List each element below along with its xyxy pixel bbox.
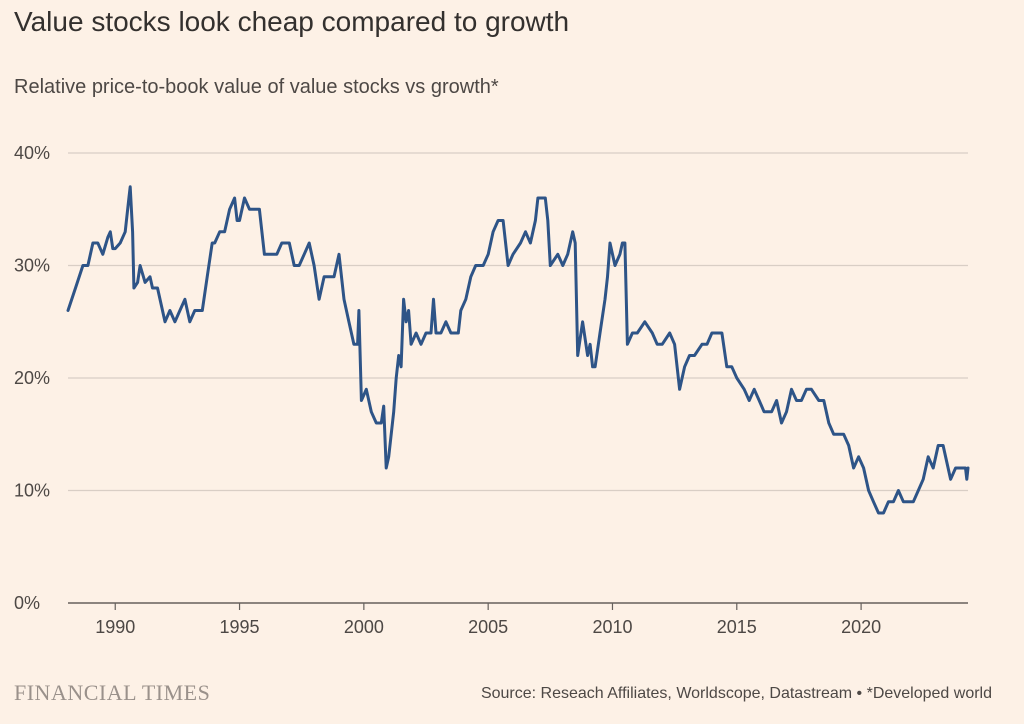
x-tick-label: 2010 [592, 617, 632, 637]
series-group [66, 185, 970, 515]
y-tick-label: 30% [14, 256, 50, 276]
series-line [66, 185, 970, 515]
y-axis: 0% 10% 20% 30% 40% [14, 143, 50, 613]
financial-times-logo: FINANCIAL TIMES [14, 680, 211, 705]
y-tick-label: 20% [14, 368, 50, 388]
chart-title: Value stocks look cheap compared to grow… [14, 6, 570, 37]
y-tick-label: 10% [14, 481, 50, 501]
x-tick-label: 2005 [468, 617, 508, 637]
y-tick-label: 0% [14, 593, 40, 613]
chart-subtitle: Relative price-to-book value of value st… [14, 76, 499, 98]
source-note: Source: Reseach Affiliates, Worldscope, … [480, 685, 992, 702]
x-tick-label: 1995 [220, 617, 260, 637]
x-tick-label: 2020 [841, 617, 881, 637]
gridlines [68, 152, 968, 492]
y-tick-label: 40% [14, 143, 50, 163]
x-tick-label: 2015 [717, 617, 757, 637]
x-tick-label: 1990 [95, 617, 135, 637]
x-axis: 1990 1995 2000 2005 2010 2015 2020 [68, 602, 968, 637]
x-tick-label: 2000 [344, 617, 384, 637]
